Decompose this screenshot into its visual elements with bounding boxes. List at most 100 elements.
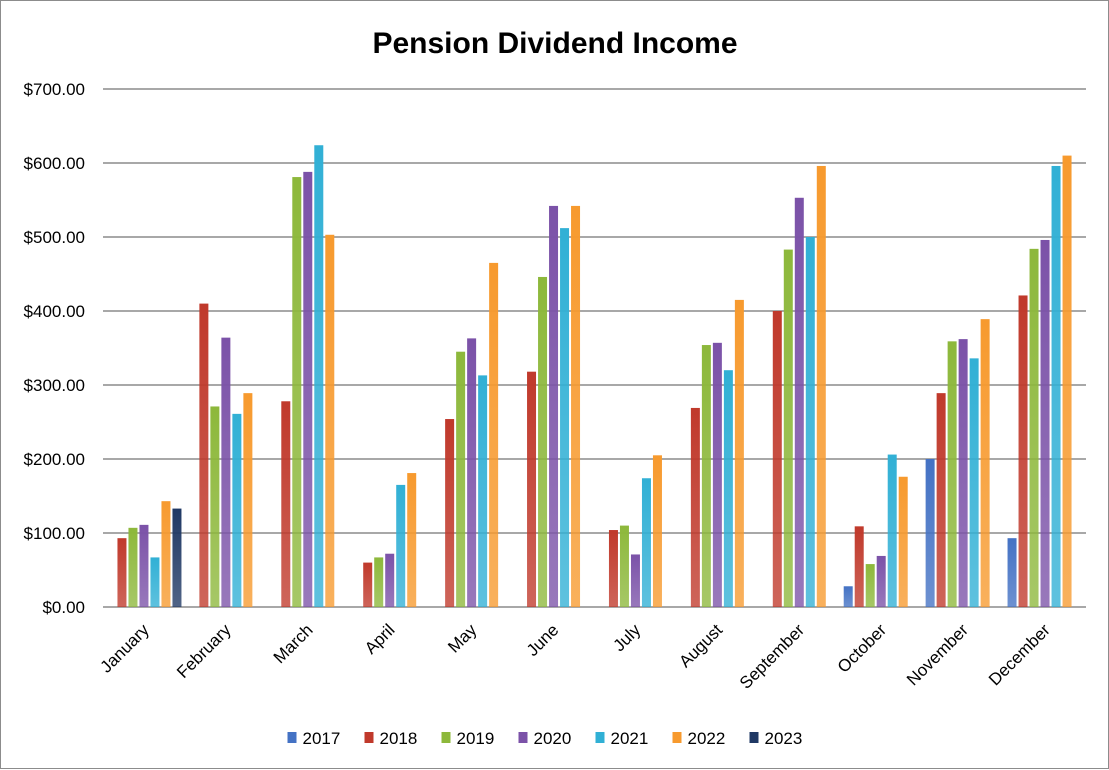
chart-title: Pension Dividend Income bbox=[372, 27, 737, 60]
y-tick-label: $100.00 bbox=[24, 524, 85, 543]
legend-entry: 2019 bbox=[457, 729, 495, 748]
bar-2019-june bbox=[538, 276, 548, 607]
bar-2019-september bbox=[783, 249, 793, 607]
bar-2017-december bbox=[1007, 538, 1017, 607]
bar-2020-january bbox=[139, 524, 149, 607]
bar-2022-december bbox=[1062, 155, 1072, 607]
bar-2018-november bbox=[936, 393, 946, 607]
bar-2018-may bbox=[445, 419, 455, 607]
y-tick-label: $700.00 bbox=[24, 80, 85, 99]
bar-2020-february bbox=[221, 337, 231, 607]
bar-2021-january bbox=[150, 557, 160, 607]
bar-2021-march bbox=[314, 145, 324, 608]
y-tick-label: $200.00 bbox=[24, 450, 85, 469]
bar-2018-february bbox=[199, 303, 209, 607]
y-tick-label: $0.00 bbox=[42, 598, 85, 617]
bar-2021-february bbox=[232, 413, 242, 607]
legend-entry: 2021 bbox=[611, 729, 649, 748]
x-tick-label: June bbox=[523, 620, 563, 660]
x-tick-label: April bbox=[361, 620, 398, 657]
bar-2017-october bbox=[843, 586, 853, 607]
bar-2020-april bbox=[385, 553, 395, 607]
bar-2018-january bbox=[117, 538, 127, 607]
bar-2018-december bbox=[1018, 295, 1028, 607]
legend-swatch bbox=[595, 732, 605, 743]
bar-2022-september bbox=[816, 165, 826, 607]
bar-2017-november bbox=[925, 459, 935, 607]
bar-2021-october bbox=[887, 454, 897, 607]
bar-2018-october bbox=[854, 526, 864, 607]
bar-2022-october bbox=[898, 476, 908, 607]
legend: 2017 2018 2019 2020 2021 2022 2023 bbox=[287, 729, 803, 748]
bars bbox=[117, 145, 1072, 608]
bar-2022-july bbox=[652, 455, 662, 607]
bar-2021-august bbox=[723, 370, 733, 607]
bar-2022-august bbox=[734, 299, 744, 607]
bar-2022-april bbox=[407, 473, 417, 607]
x-axis-ticks: January February March April May June July Augu… bbox=[97, 620, 1055, 693]
bar-2020-october bbox=[876, 555, 886, 607]
x-tick-label: May bbox=[444, 620, 480, 656]
x-tick-label: November bbox=[903, 620, 972, 689]
bar-2020-july bbox=[630, 554, 640, 607]
legend-swatch bbox=[518, 732, 528, 743]
bar-2018-april bbox=[363, 562, 373, 607]
bar-2019-february bbox=[210, 406, 220, 607]
legend-entry: 2018 bbox=[380, 729, 418, 748]
bar-2020-march bbox=[303, 171, 313, 607]
bar-2020-december bbox=[1040, 239, 1050, 607]
gridlines bbox=[103, 88, 1086, 608]
bar-2019-august bbox=[701, 345, 711, 607]
bar-2021-april bbox=[396, 484, 406, 607]
y-tick-label: $600.00 bbox=[24, 154, 85, 173]
x-tick-label: October bbox=[834, 620, 890, 676]
bar-2019-may bbox=[456, 351, 466, 607]
bar-2021-december bbox=[1051, 165, 1061, 607]
bar-2023-january bbox=[172, 508, 182, 607]
x-tick-label: March bbox=[270, 620, 317, 667]
bar-2022-january bbox=[161, 501, 171, 607]
bar-2019-january bbox=[128, 527, 138, 607]
y-tick-label: $300.00 bbox=[24, 376, 85, 395]
x-tick-label: August bbox=[675, 620, 726, 671]
x-tick-label: July bbox=[609, 620, 644, 655]
bar-2019-december bbox=[1029, 248, 1039, 607]
x-tick-label: January bbox=[97, 620, 154, 677]
legend-swatch bbox=[364, 732, 374, 743]
legend-entry: 2023 bbox=[765, 729, 803, 748]
legend-entry: 2022 bbox=[688, 729, 726, 748]
bar-2022-march bbox=[325, 234, 335, 607]
y-tick-label: $400.00 bbox=[24, 302, 85, 321]
bar-2022-may bbox=[489, 262, 499, 607]
bar-2019-november bbox=[947, 341, 957, 607]
bar-2019-march bbox=[292, 177, 302, 607]
bar-2020-may bbox=[467, 338, 477, 607]
y-axis-ticks: $0.00 $100.00 $200.00 $300.00 $400.00 $500.00… bbox=[24, 80, 85, 617]
legend-swatch bbox=[287, 732, 297, 743]
bar-2019-july bbox=[619, 525, 629, 607]
bar-2022-february bbox=[243, 393, 253, 607]
legend-swatch bbox=[441, 732, 451, 743]
bar-2020-august bbox=[712, 342, 722, 607]
bar-2021-july bbox=[641, 478, 651, 607]
bar-2021-may bbox=[478, 375, 488, 607]
bar-2018-march bbox=[281, 401, 291, 607]
bar-2022-november bbox=[980, 319, 990, 607]
y-tick-label: $500.00 bbox=[24, 228, 85, 247]
legend-swatch bbox=[672, 732, 682, 743]
bar-2020-september bbox=[794, 197, 804, 607]
legend-entry: 2020 bbox=[534, 729, 572, 748]
bar-2018-june bbox=[527, 371, 537, 607]
bar-2018-september bbox=[772, 311, 782, 607]
bar-2019-october bbox=[865, 564, 875, 607]
bar-2021-june bbox=[560, 228, 570, 607]
bar-2021-november bbox=[969, 358, 979, 607]
x-tick-label: September bbox=[736, 620, 808, 692]
bar-2019-april bbox=[374, 557, 384, 607]
legend-entry: 2017 bbox=[303, 729, 341, 748]
x-tick-label: December bbox=[985, 620, 1054, 689]
bar-2022-june bbox=[571, 205, 581, 608]
bar-2020-november bbox=[958, 339, 968, 607]
